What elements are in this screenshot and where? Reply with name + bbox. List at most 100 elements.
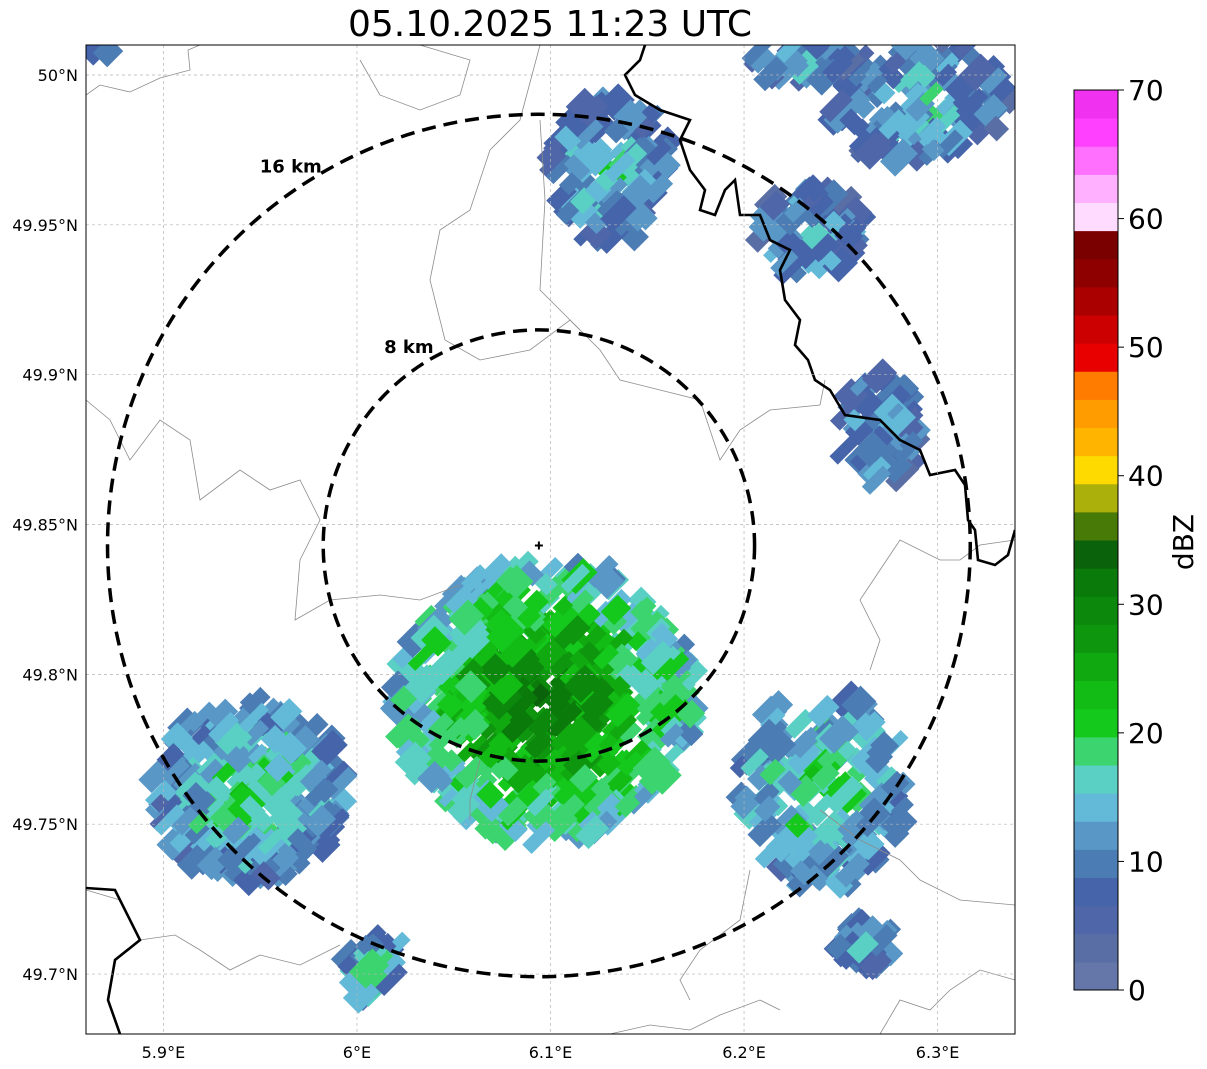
colorbar-tick-label: 20 [1128, 717, 1164, 750]
echo-cell [476, 780, 505, 809]
echo-cell [953, 45, 973, 60]
echo-cell [600, 195, 637, 232]
colorbar-tick-label: 0 [1128, 974, 1146, 1007]
echo-cell [480, 553, 512, 585]
echo-cell [659, 723, 685, 748]
echo-cell [558, 715, 598, 755]
range-ring [105, 112, 972, 979]
echo-cell [558, 172, 582, 196]
echo-cell [534, 572, 558, 596]
echo-cell [936, 97, 957, 118]
echo-cell [495, 566, 523, 594]
range-rings [105, 112, 972, 979]
echo-cell [759, 758, 786, 786]
echo-cell [239, 702, 270, 733]
echo-cell [517, 560, 545, 587]
lat-tick-label: 49.7°N [22, 965, 78, 984]
echo-cell [775, 45, 804, 63]
map-title: 05.10.2025 11:23 UTC [347, 4, 753, 45]
echo-cell [632, 746, 671, 785]
colorbar-bin [1074, 652, 1118, 682]
echo-cell [504, 645, 541, 682]
echo-cell [445, 716, 470, 741]
echo-cell [407, 727, 430, 751]
echo-cell [656, 678, 692, 714]
echo-cell [817, 748, 839, 770]
echo-cell [160, 722, 193, 755]
echo-cell [539, 149, 571, 181]
echo-cell [637, 596, 657, 616]
echo-cell [264, 753, 293, 782]
echo-cell [526, 788, 555, 817]
echo-cell [527, 707, 559, 739]
echo-cell [614, 792, 641, 818]
echo-cell [348, 948, 390, 989]
echo-cell [407, 642, 436, 671]
echo-cell [825, 870, 854, 899]
echo-cell [160, 793, 183, 816]
echo-cell [590, 677, 615, 702]
echo-cell [788, 774, 821, 807]
echo-cell [338, 966, 372, 1000]
echo-cell [92, 45, 124, 68]
echo-cell [839, 108, 867, 136]
echo-cell [390, 725, 415, 751]
echo-cell [447, 791, 481, 825]
echo-cell [560, 615, 591, 646]
range-ring-label: 16 km [260, 157, 322, 178]
echo-cell [811, 57, 836, 82]
echo-cell [834, 221, 864, 251]
colorbar-bin [1074, 540, 1118, 569]
echo-cell [604, 118, 629, 144]
echo-cell [454, 670, 488, 704]
colorbar-bin [1074, 146, 1118, 175]
echo-cell [807, 839, 833, 866]
echo-cell [445, 585, 480, 621]
lat-lon-grid [86, 45, 1015, 1034]
echo-cell [270, 698, 303, 731]
echo-cell [847, 91, 876, 120]
echo-cell [861, 465, 892, 495]
echo-cell [918, 116, 947, 145]
lon-tick-label: 6.2°E [722, 1043, 766, 1062]
echo-cell [299, 759, 332, 792]
echo-cell [567, 589, 595, 617]
echo-cell [448, 599, 485, 636]
echo-cell [952, 91, 973, 113]
echo-cell [206, 698, 239, 731]
echo-cell [879, 138, 919, 177]
echo-cell [596, 792, 624, 820]
colorbar-bin [1074, 455, 1118, 485]
lat-tick-label: 50°N [38, 66, 78, 85]
colorbar-bin [1074, 905, 1118, 935]
echo-cell [575, 815, 610, 850]
colorbar-bin [1074, 202, 1118, 232]
echo-cell [865, 749, 890, 774]
echo-cell [883, 454, 913, 484]
echo-cell [875, 135, 905, 166]
echo-cell [676, 699, 706, 729]
echo-cell [455, 755, 489, 790]
echo-cell [196, 846, 231, 881]
echo-cell [899, 431, 924, 455]
echo-cell [214, 720, 253, 759]
echo-cell [822, 210, 846, 235]
echo-cell [563, 154, 591, 181]
echo-cell [182, 781, 213, 813]
echo-cell [853, 431, 889, 467]
echo-cell [851, 387, 884, 421]
echo-cell [604, 151, 636, 183]
echo-cell [311, 729, 348, 767]
echo-cell [605, 648, 642, 684]
echo-cell [186, 701, 217, 733]
echo-cell [837, 740, 858, 761]
echo-cell [585, 176, 612, 204]
echo-cell [823, 105, 853, 134]
lat-tick-label: 49.8°N [22, 665, 78, 684]
echo-cell [609, 628, 634, 653]
echo-cell [171, 806, 201, 836]
echo-cell [596, 751, 621, 777]
echo-cell [565, 87, 602, 123]
echo-cell [747, 812, 783, 848]
echo-cell [544, 701, 581, 737]
